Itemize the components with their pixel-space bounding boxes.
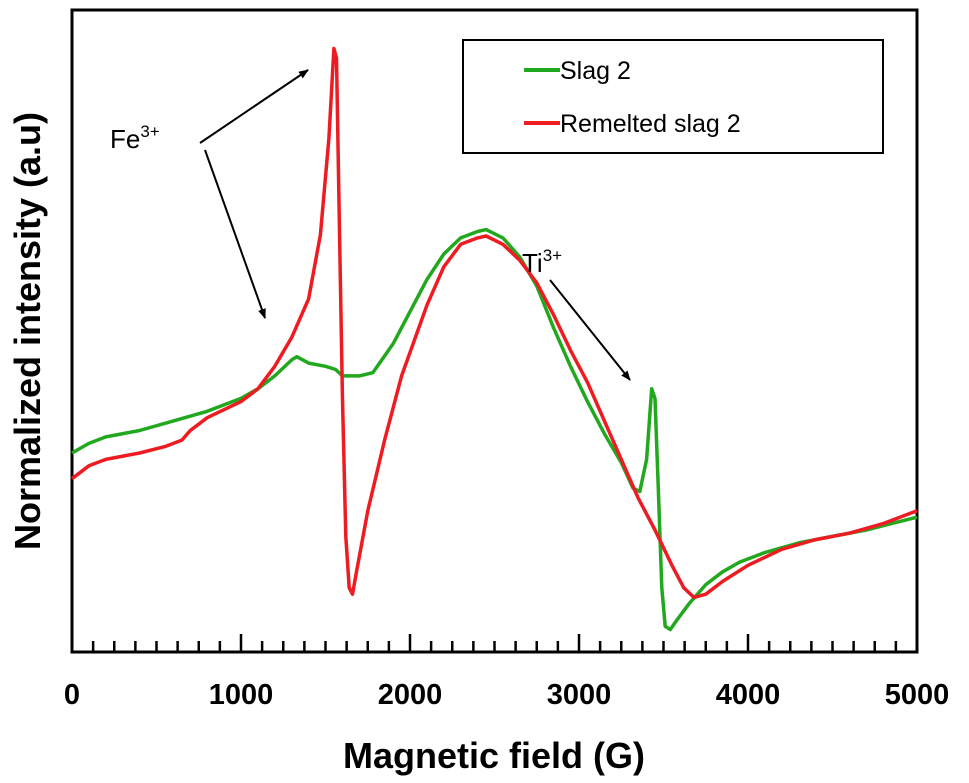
x-tick-label: 0 [64, 679, 80, 711]
x-tick-label: 3000 [547, 679, 612, 711]
annotation-fe3: Fe3+ [110, 69, 309, 319]
annotation-ti3-label: Ti3+ [522, 246, 562, 278]
legend-label-slag-2: Slag 2 [560, 57, 631, 85]
annotation-fe3-label: Fe3+ [110, 122, 160, 154]
annotation-fe3-arrow-peak [199, 69, 309, 144]
annotation-ti3: Ti3+ [522, 246, 631, 381]
x-tick-label: 1000 [209, 679, 274, 711]
annotation-ti3-arrow [549, 279, 631, 381]
x-axis-ticks [91, 634, 898, 652]
annotation-fe3-arrow-shoulder [204, 149, 266, 319]
series-line-remelted-slag-2 [70, 46, 918, 600]
legend-box [462, 39, 884, 154]
x-tick-label: 4000 [716, 679, 781, 711]
series-line-slag-2 [71, 227, 918, 632]
legend-label-remelted-slag-2: Remelted slag 2 [560, 110, 741, 138]
x-axis-tick-labels: 0 1000 2000 3000 4000 5000 [64, 679, 949, 711]
series-lines [70, 46, 918, 632]
x-tick-label: 5000 [885, 679, 950, 711]
x-axis-title: Magnetic field (G) [343, 735, 645, 776]
x-tick-label: 2000 [378, 679, 443, 711]
y-axis-title: Normalized intensity (a.u) [7, 112, 48, 550]
legend: Slag 2 Remelted slag 2 [462, 39, 884, 154]
